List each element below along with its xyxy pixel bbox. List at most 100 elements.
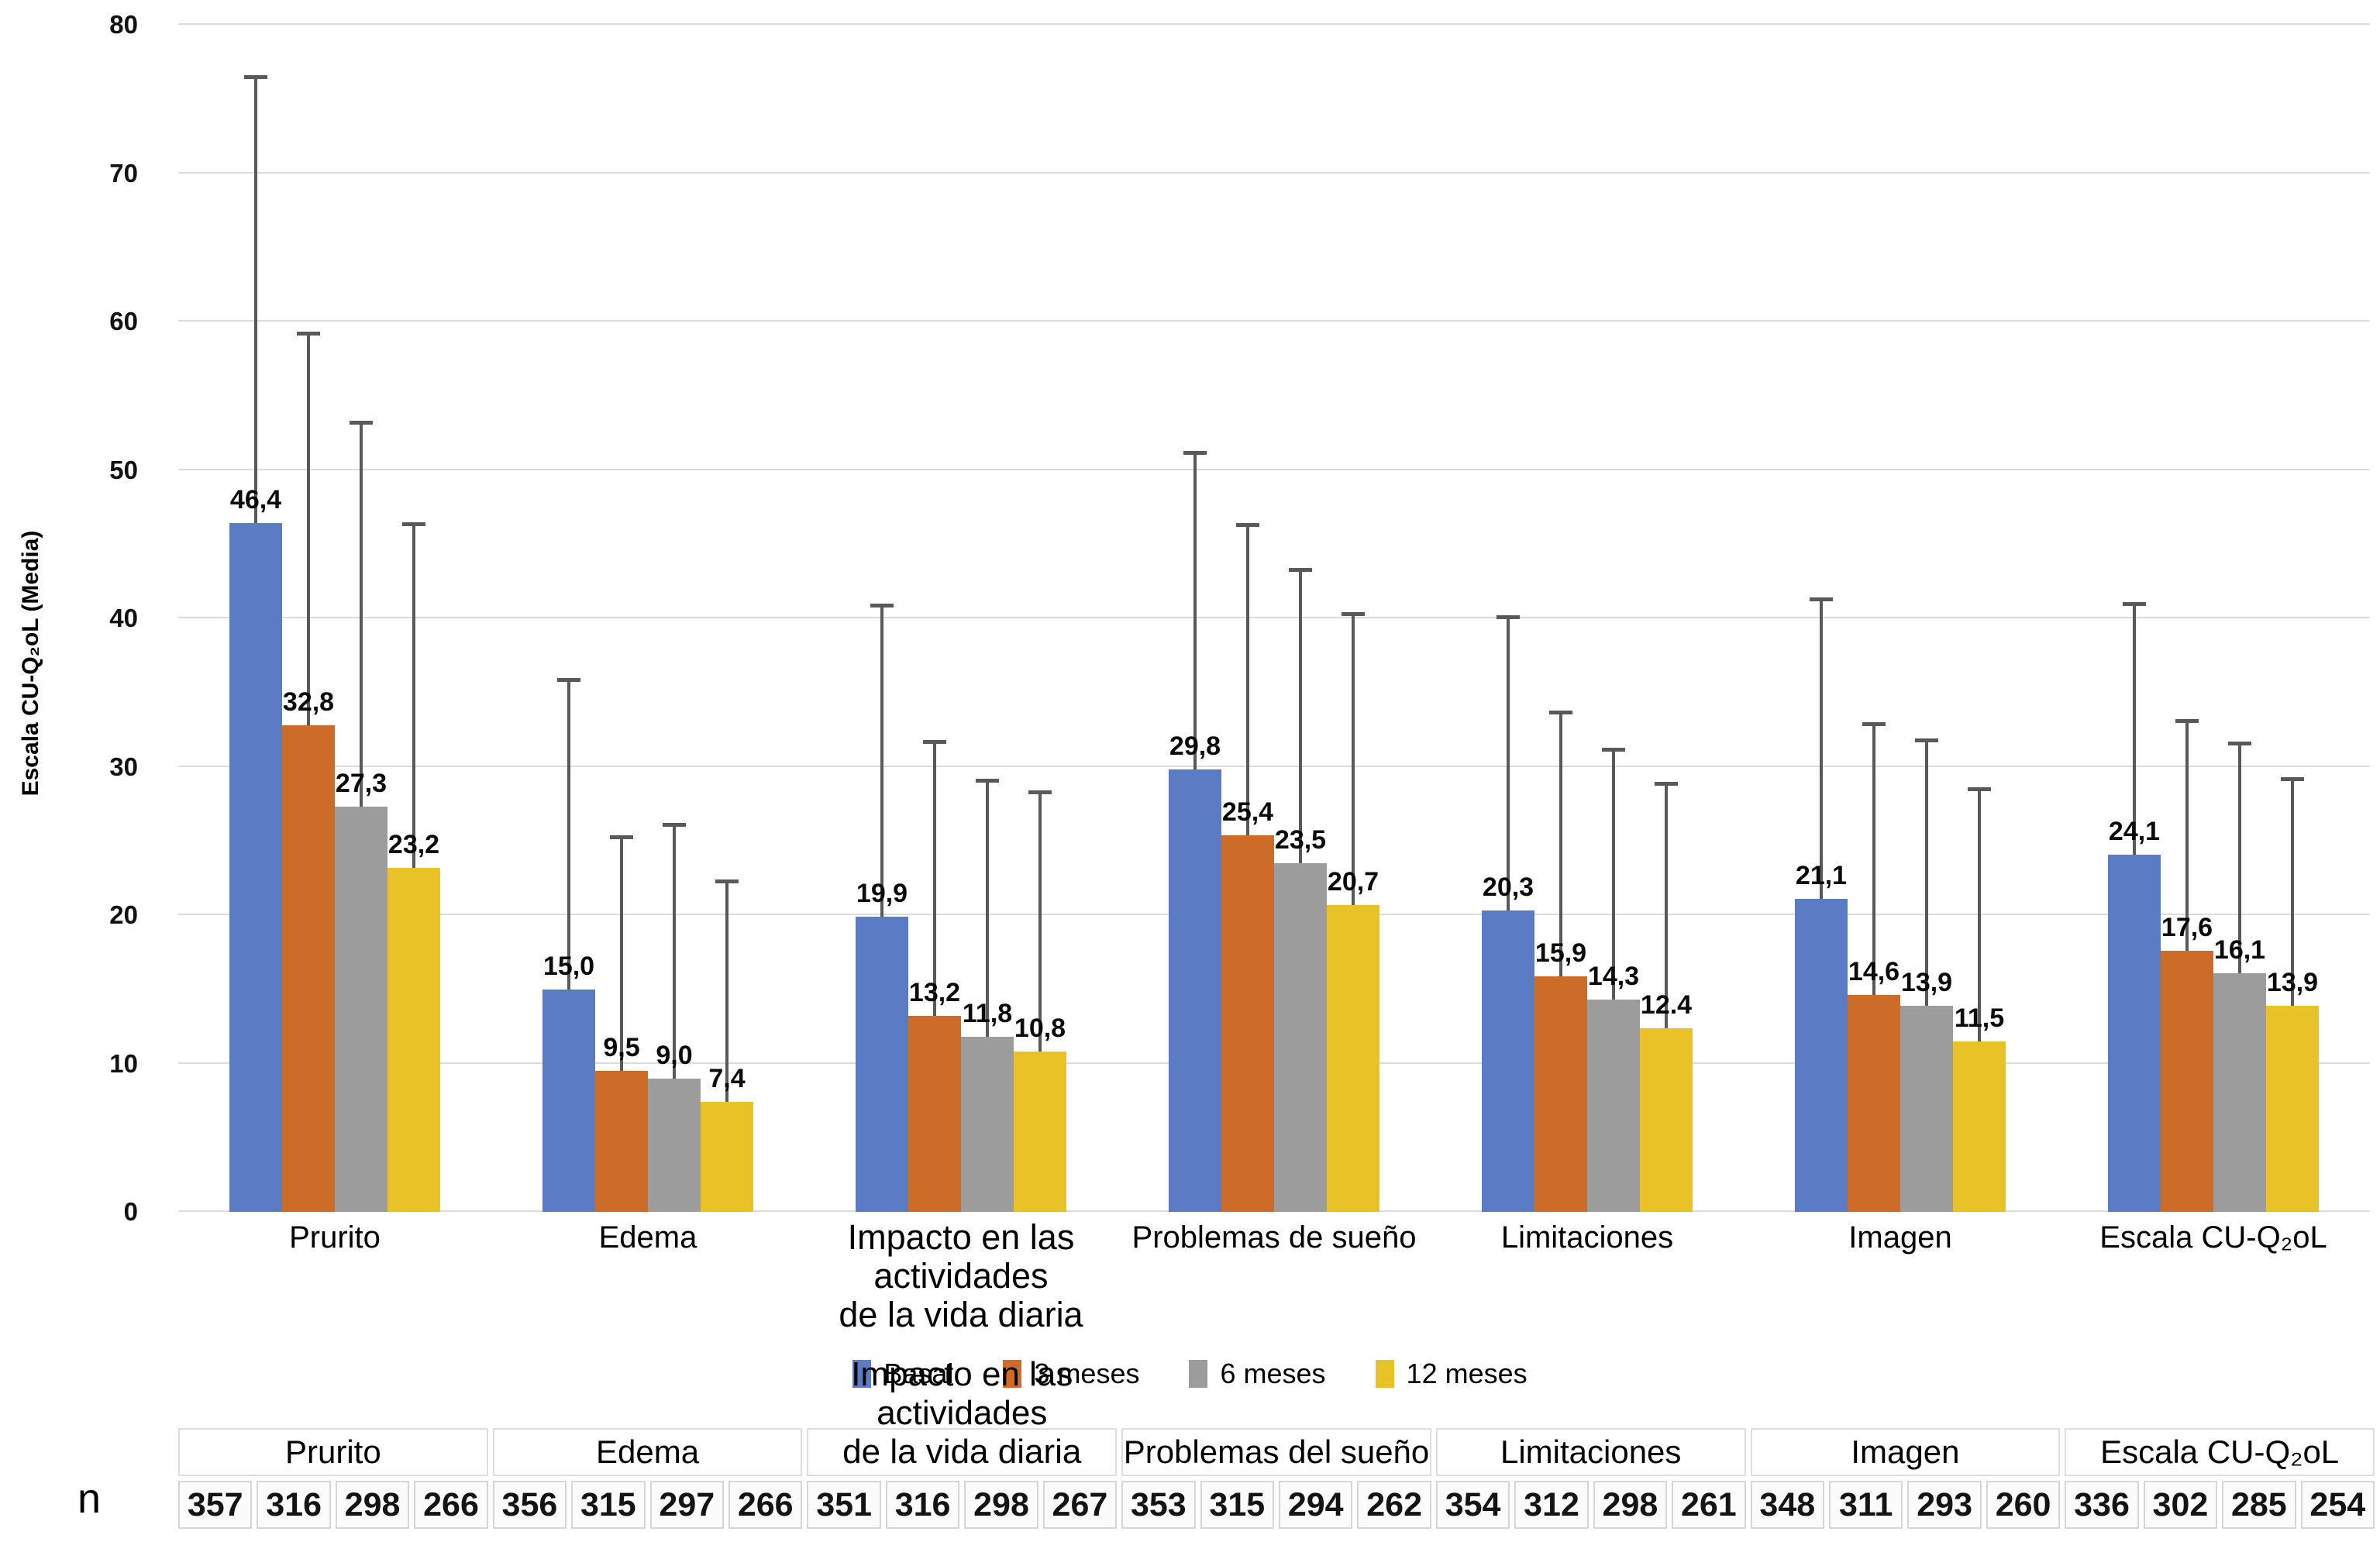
legend-item-basal: Basal	[852, 1358, 953, 1390]
error-bar-cap	[1289, 567, 1312, 572]
bar-groups: 46,4 32,8 27,3 23,2 15,0 9,5 9,0 7,4 19,9 13,2 11,…	[178, 25, 2370, 1212]
sample-size-table: n Prurito 357 316 298 266 Edema 356 315 297 266 Im…	[0, 1355, 2375, 1529]
error-bar-cap	[2228, 741, 2251, 745]
y-tick-label: 60	[109, 307, 138, 336]
table-n-cell: 294	[1279, 1481, 1353, 1529]
error-bar	[1968, 787, 1991, 1041]
table-grid: Prurito 357 316 298 266 Edema 356 315 297 266 Impa…	[178, 1355, 2375, 1529]
bar-value-label: 32,8	[282, 687, 335, 717]
error-bar-cap	[1497, 615, 1520, 620]
error-bar	[297, 332, 320, 725]
error-bar-cap	[1602, 747, 1625, 752]
error-bar	[244, 75, 267, 524]
legend-item-12-meses: 12 meses	[1375, 1358, 1528, 1390]
category-label-6: Imagen	[1848, 1220, 1952, 1255]
bar-basal: 46,4	[229, 75, 282, 1212]
error-bar-cap	[1028, 790, 1052, 795]
bar-basal: 24,1	[2108, 601, 2161, 1212]
bar-6-meses: 11,8	[961, 778, 1014, 1212]
table-n-cell: 262	[1357, 1481, 1431, 1529]
error-bar-cap	[1549, 710, 1572, 714]
bar-12-meses: 20,7	[1327, 612, 1379, 1212]
table-n-cell: 315	[1200, 1481, 1274, 1529]
error-bar	[923, 740, 946, 1017]
y-tick-label: 80	[109, 10, 138, 39]
table-n-cell: 298	[1593, 1481, 1668, 1529]
bar-group-5: 20,3 15,9 14,3 12.4	[1431, 25, 1744, 1212]
error-bar-cap	[870, 603, 894, 608]
bar-12-meses: 10,8	[1014, 790, 1066, 1212]
error-bar-cap	[2123, 601, 2146, 606]
error-bar-cap	[923, 740, 946, 745]
table-n-cell: 267	[1042, 1481, 1118, 1529]
bar-value-label: 7,4	[708, 1064, 746, 1094]
legend-label: 6 meses	[1220, 1358, 1326, 1389]
bar-value-label: 24,1	[2108, 816, 2161, 846]
table-group-header-label: Imagen	[1851, 1434, 1960, 1470]
y-tick-label: 0	[123, 1197, 138, 1226]
error-bar	[1549, 710, 1572, 976]
table-group-header-7: Escala CU-Q₂oL	[2065, 1428, 2375, 1476]
y-tick-label: 20	[109, 900, 138, 929]
bar-value-label: 9,5	[603, 1033, 640, 1063]
error-bar-cap	[715, 879, 739, 884]
gridline	[178, 171, 2370, 174]
error-bar-cap	[610, 835, 633, 839]
error-bar	[402, 521, 425, 868]
bar-group-4: 29,8 25,4 23,5 20,7	[1118, 25, 1431, 1212]
bar-6-meses: 13,9	[1900, 738, 1953, 1212]
error-bar-cap	[1342, 612, 1365, 617]
table-n-cell: 266	[414, 1481, 488, 1529]
error-bar	[870, 603, 894, 917]
bar-value-label: 21,1	[1795, 860, 1848, 890]
table-n-cell: 356	[492, 1481, 567, 1529]
bar-12-meses: 13,9	[2266, 776, 2319, 1212]
legend-item-3-meses: 3 meses	[1003, 1358, 1139, 1390]
bar-value-label: 23,2	[387, 829, 440, 859]
table-group-header-label: Impacto en las actividades de la vida di…	[842, 1355, 1082, 1471]
table-n-cell: 261	[1672, 1481, 1746, 1529]
bar-3-meses: 15,9	[1534, 710, 1587, 1212]
bar-value-label: 19,9	[856, 878, 908, 908]
error-bar-cap	[976, 778, 999, 783]
table-group-header-label: Problemas del sueño	[1123, 1434, 1430, 1470]
bar-6-meses: 14,3	[1587, 747, 1640, 1212]
error-bar-cap	[2175, 719, 2199, 724]
table-n-cell: 354	[1435, 1481, 1510, 1529]
category-label-3: Impacto en las actividades de la vida di…	[839, 1217, 1083, 1334]
bar-value-label: 14,3	[1587, 962, 1640, 992]
bar-value-label: 9,0	[656, 1040, 693, 1070]
bar-value-label: 20,3	[1482, 873, 1534, 903]
bar-3-meses: 25,4	[1221, 523, 1274, 1212]
error-bar-cap	[2281, 776, 2304, 781]
bar-value-label: 25,4	[1221, 797, 1274, 827]
table-n-cell: 293	[1907, 1481, 1982, 1529]
bar-value-label: 15,0	[542, 951, 595, 981]
bar-value-label: 10,8	[1014, 1014, 1066, 1044]
legend-label: 3 meses	[1034, 1358, 1140, 1389]
bar-group-3: 19,9 13,2 11,8 10,8	[804, 25, 1118, 1212]
legend: Basal 3 meses 6 meses 12 meses	[0, 1358, 2380, 1390]
category-label-1: Prurito	[289, 1220, 381, 1255]
bar-value-label: 20,7	[1327, 866, 1379, 897]
bar-value-label: 13,2	[908, 978, 961, 1008]
bar-value-label: 11,8	[962, 999, 1013, 1029]
bar-value-label: 15,9	[1534, 938, 1587, 968]
y-tick-label: 10	[109, 1048, 138, 1078]
bar-basal: 29,8	[1169, 450, 1221, 1212]
bar-12-meses: 23,2	[387, 521, 440, 1212]
error-bar-cap	[1655, 781, 1678, 786]
plot-area: 46,4 32,8 27,3 23,2 15,0 9,5 9,0 7,4 19,9 13,2 11,…	[178, 23, 2370, 1212]
bar-3-meses: 14,6	[1848, 722, 1900, 1212]
bar-basal: 20,3	[1482, 615, 1534, 1212]
table-n-cell: 315	[571, 1481, 646, 1529]
error-bar	[2175, 719, 2199, 951]
category-label-5: Limitaciones	[1500, 1220, 1674, 1255]
bar-basal: 19,9	[856, 603, 908, 1212]
bar-value-label: 14,6	[1848, 957, 1900, 987]
legend-item-6-meses: 6 meses	[1189, 1358, 1326, 1390]
table-n-cell: 316	[257, 1481, 331, 1529]
y-tick-label: 30	[109, 752, 138, 781]
bar-6-meses: 23,5	[1274, 567, 1327, 1212]
table-n-cell: 302	[2143, 1481, 2218, 1529]
